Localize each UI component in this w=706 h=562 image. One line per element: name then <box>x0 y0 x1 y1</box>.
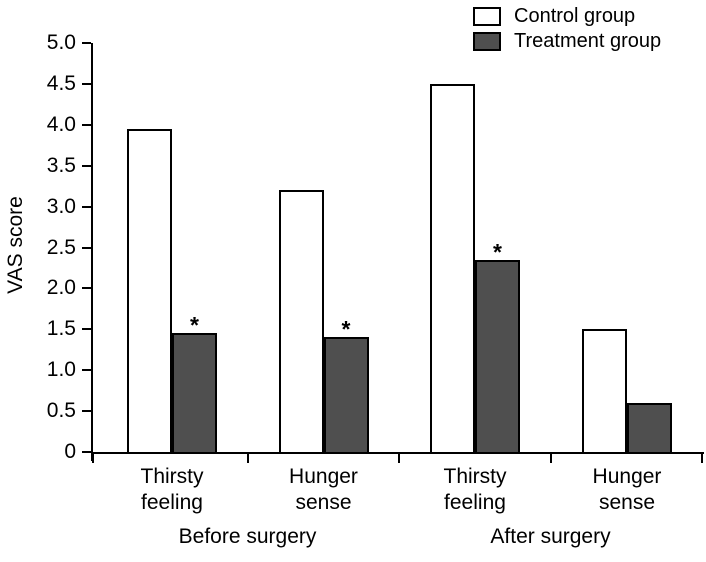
y-tick-label: 4.5 <box>46 71 76 95</box>
y-tick-label: 1.0 <box>46 358 76 382</box>
x-axis-line <box>91 452 704 454</box>
x-category-label: Hunger sense <box>592 465 662 514</box>
treatment-bar-1 <box>172 333 217 454</box>
y-tick <box>82 205 91 208</box>
y-tick <box>82 328 91 331</box>
legend-swatch-control <box>473 7 501 26</box>
y-tick-label: 3.0 <box>46 194 76 218</box>
y-tick-label: 5.0 <box>46 31 76 54</box>
y-tick <box>82 42 91 44</box>
legend-swatch-treatment <box>473 32 501 51</box>
y-tick-label: 2.5 <box>46 235 76 259</box>
significance-asterisk: * <box>493 238 502 265</box>
x-axis-tick <box>398 454 400 463</box>
significance-asterisk: * <box>190 312 199 339</box>
y-tick <box>82 287 91 290</box>
x-group-label: Before surgery <box>178 525 317 548</box>
x-category-label: Hunger sense <box>289 465 358 514</box>
y-tick <box>82 82 91 85</box>
y-tick-label: 0 <box>64 440 76 463</box>
control-bar-3 <box>430 83 475 454</box>
x-group-label: After surgery <box>490 525 611 548</box>
y-tick-label: 3.5 <box>46 153 76 177</box>
y-axis-line <box>91 43 93 461</box>
treatment-bar-3 <box>475 259 520 454</box>
x-axis-tick <box>92 454 94 463</box>
x-category-label: Thirsty feeling <box>443 465 507 514</box>
y-tick-label: 2.0 <box>46 276 76 300</box>
y-tick-label: 1.5 <box>46 317 76 341</box>
y-tick <box>82 123 91 126</box>
y-tick-label: 0.5 <box>46 399 76 423</box>
significance-asterisk: * <box>341 316 351 343</box>
x-axis-tick <box>549 454 552 463</box>
control-bar-2 <box>278 190 324 454</box>
x-category-label: Thirsty feeling <box>140 465 204 514</box>
y-tick <box>82 246 91 249</box>
x-axis-tick <box>701 454 703 463</box>
y-tick <box>82 164 91 167</box>
x-axis-tick <box>246 454 249 463</box>
y-tick <box>82 369 91 372</box>
treatment-bar-4 <box>627 402 672 454</box>
y-tick-label: 4.0 <box>46 112 76 136</box>
legend-label-control: Control group <box>514 5 636 27</box>
y-tick <box>82 451 91 453</box>
y-tick <box>82 410 91 413</box>
legend-label-treatment: Treatment group <box>514 30 662 52</box>
control-bar-4 <box>582 329 627 454</box>
control-bar-1 <box>127 128 172 454</box>
treatment-bar-2 <box>323 337 369 454</box>
